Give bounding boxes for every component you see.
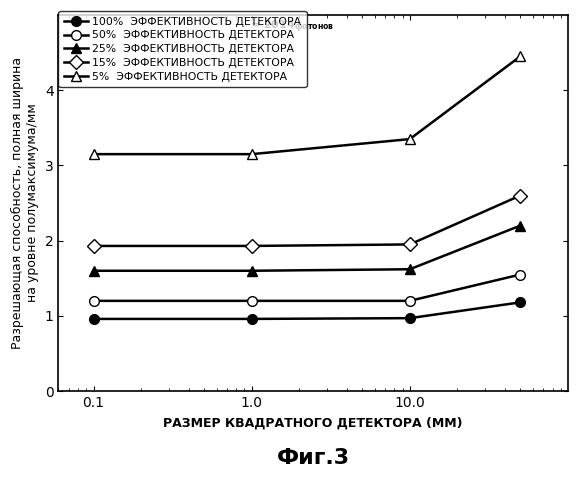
Text: = 2014$_{\mathregular{фотонов}}$: = 2014$_{\mathregular{фотонов}}$ xyxy=(250,19,335,36)
X-axis label: РАЗМЕР КВАДРАТНОГО ДЕТЕКТОРА (ММ): РАЗМЕР КВАДРАТНОГО ДЕТЕКТОРА (ММ) xyxy=(163,417,463,430)
Text: Фиг.3: Фиг.3 xyxy=(277,448,350,468)
Y-axis label: Разрешающая способность, полная ширина
на уровне полумаксимума/мм: Разрешающая способность, полная ширина н… xyxy=(11,57,39,349)
Legend: 100%  ЭФФЕКТИВНОСТЬ ДЕТЕКТОРА, 50%  ЭФФЕКТИВНОСТЬ ДЕТЕКТОРА, 25%  ЭФФЕКТИВНОСТЬ : 100% ЭФФЕКТИВНОСТЬ ДЕТЕКТОРА, 50% ЭФФЕКТ… xyxy=(58,11,307,88)
